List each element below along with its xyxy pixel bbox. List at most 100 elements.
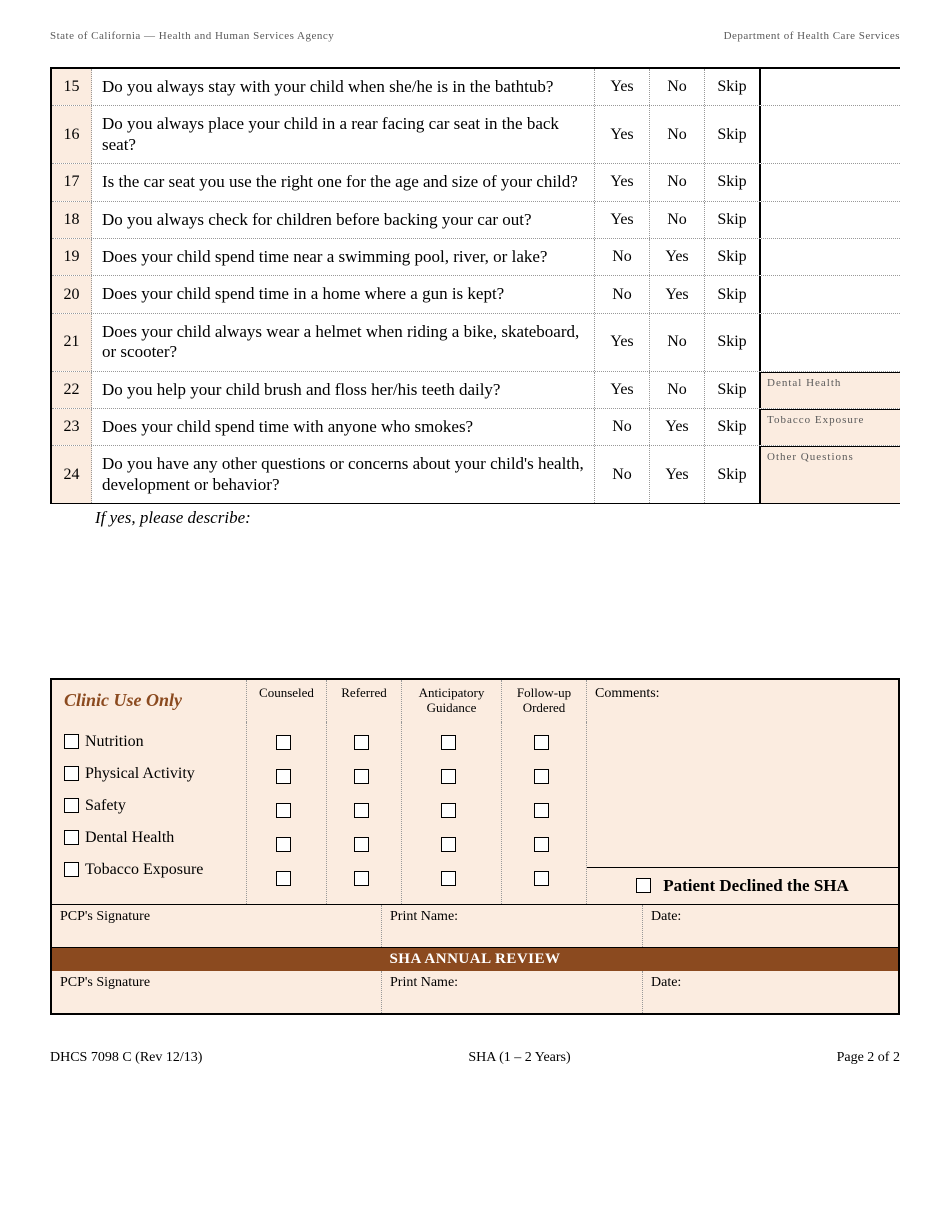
grid-checkbox[interactable] xyxy=(276,871,291,886)
question-opt-3[interactable]: Skip xyxy=(705,69,760,105)
clinic-item: Tobacco Exposure xyxy=(64,854,234,886)
checkbox-cell xyxy=(276,760,297,794)
question-opt-2[interactable]: Yes xyxy=(650,239,705,275)
checkbox-cell xyxy=(534,862,555,896)
grid-checkbox[interactable] xyxy=(441,735,456,750)
comments-area[interactable]: Patient Declined the SHA xyxy=(587,722,898,904)
question-opt-2[interactable]: No xyxy=(650,106,705,163)
footer-right: Page 2 of 2 xyxy=(837,1050,900,1066)
question-row: 15Do you always stay with your child whe… xyxy=(52,69,900,106)
clinic-item-checkbox[interactable] xyxy=(64,734,79,749)
clinic-item: Safety xyxy=(64,790,234,822)
grid-checkbox[interactable] xyxy=(441,837,456,852)
checkbox-cell xyxy=(441,828,462,862)
clinic-item: Nutrition xyxy=(64,726,234,758)
grid-checkbox[interactable] xyxy=(354,837,369,852)
grid-checkbox[interactable] xyxy=(441,769,456,784)
question-opt-1[interactable]: Yes xyxy=(595,202,650,238)
grid-checkbox[interactable] xyxy=(354,735,369,750)
question-opt-2[interactable]: Yes xyxy=(650,276,705,312)
checkbox-cell xyxy=(441,760,462,794)
col-counseled: Counseled xyxy=(247,680,327,722)
declined-box: Patient Declined the SHA xyxy=(587,867,898,904)
grid-checkbox[interactable] xyxy=(354,769,369,784)
question-opt-1[interactable]: Yes xyxy=(595,164,650,200)
question-opt-2[interactable]: No xyxy=(650,202,705,238)
question-opt-3[interactable]: Skip xyxy=(705,202,760,238)
grid-checkbox[interactable] xyxy=(276,803,291,818)
clinic-item-checkbox[interactable] xyxy=(64,830,79,845)
grid-checkbox[interactable] xyxy=(534,735,549,750)
question-row: 24Do you have any other questions or con… xyxy=(52,446,900,504)
checkbox-cell xyxy=(441,862,462,896)
question-text: Does your child spend time in a home whe… xyxy=(92,276,595,312)
question-opt-3[interactable]: Skip xyxy=(705,446,760,503)
checkbox-cell xyxy=(534,794,555,828)
question-text: Do you help your child brush and floss h… xyxy=(92,372,595,408)
question-opt-3[interactable]: Skip xyxy=(705,239,760,275)
question-opt-3[interactable]: Skip xyxy=(705,106,760,163)
question-number: 23 xyxy=(52,409,92,445)
question-opt-1[interactable]: No xyxy=(595,446,650,503)
question-opt-3[interactable]: Skip xyxy=(705,164,760,200)
checkbox-cell xyxy=(534,726,555,760)
question-category: Tobacco Exposure xyxy=(760,409,900,445)
describe-prompt: If yes, please describe: xyxy=(95,508,900,528)
footer-center: SHA (1 – 2 Years) xyxy=(468,1050,570,1066)
grid-checkbox[interactable] xyxy=(354,871,369,886)
grid-checkbox[interactable] xyxy=(534,769,549,784)
question-opt-1[interactable]: No xyxy=(595,239,650,275)
question-opt-2[interactable]: No xyxy=(650,164,705,200)
question-opt-2[interactable]: No xyxy=(650,314,705,371)
clinic-item-checkbox[interactable] xyxy=(64,798,79,813)
question-opt-2[interactable]: Yes xyxy=(650,446,705,503)
clinic-item-checkbox[interactable] xyxy=(64,766,79,781)
question-opt-3[interactable]: Skip xyxy=(705,314,760,371)
grid-checkbox[interactable] xyxy=(276,735,291,750)
question-opt-2[interactable]: No xyxy=(650,372,705,408)
col-referred: Referred xyxy=(327,680,402,722)
question-row: 22Do you help your child brush and floss… xyxy=(52,372,900,409)
question-opt-1[interactable]: Yes xyxy=(595,106,650,163)
sig-pcp[interactable]: PCP's Signature xyxy=(52,905,382,947)
question-opt-1[interactable]: No xyxy=(595,276,650,312)
grid-checkbox[interactable] xyxy=(441,803,456,818)
clinic-item-checkbox[interactable] xyxy=(64,862,79,877)
question-opt-1[interactable]: Yes xyxy=(595,372,650,408)
sig-print-2[interactable]: Print Name: xyxy=(382,971,643,1013)
question-opt-3[interactable]: Skip xyxy=(705,409,760,445)
page-footer: DHCS 7098 C (Rev 12/13) SHA (1 – 2 Years… xyxy=(50,1050,900,1066)
question-opt-2[interactable]: Yes xyxy=(650,409,705,445)
sig-date[interactable]: Date: xyxy=(643,905,898,947)
sig-pcp-2[interactable]: PCP's Signature xyxy=(52,971,382,1013)
question-opt-1[interactable]: No xyxy=(595,409,650,445)
grid-checkbox[interactable] xyxy=(354,803,369,818)
checkbox-cell xyxy=(276,828,297,862)
grid-checkbox[interactable] xyxy=(441,871,456,886)
question-opt-3[interactable]: Skip xyxy=(705,276,760,312)
grid-checkbox[interactable] xyxy=(276,837,291,852)
page: State of California — Health and Human S… xyxy=(0,0,950,1086)
clinic-item: Dental Health xyxy=(64,822,234,854)
grid-checkbox[interactable] xyxy=(534,803,549,818)
clinic-item-label: Dental Health xyxy=(85,829,174,847)
header-left: State of California — Health and Human S… xyxy=(50,30,334,42)
question-row: 16Do you always place your child in a re… xyxy=(52,106,900,164)
clinic-title-cell: Clinic Use Only xyxy=(52,680,247,722)
grid-checkbox[interactable] xyxy=(534,837,549,852)
declined-checkbox[interactable] xyxy=(636,878,651,893)
sig-date-2[interactable]: Date: xyxy=(643,971,898,1013)
grid-checkbox[interactable] xyxy=(276,769,291,784)
question-opt-2[interactable]: No xyxy=(650,69,705,105)
clinic-item-label: Physical Activity xyxy=(85,765,195,783)
question-category xyxy=(760,69,900,105)
clinic-title: Clinic Use Only xyxy=(64,690,182,710)
question-number: 19 xyxy=(52,239,92,275)
question-opt-1[interactable]: Yes xyxy=(595,69,650,105)
question-category xyxy=(760,202,900,238)
question-row: 21Does your child always wear a helmet w… xyxy=(52,314,900,372)
question-opt-1[interactable]: Yes xyxy=(595,314,650,371)
sig-print[interactable]: Print Name: xyxy=(382,905,643,947)
question-opt-3[interactable]: Skip xyxy=(705,372,760,408)
grid-checkbox[interactable] xyxy=(534,871,549,886)
